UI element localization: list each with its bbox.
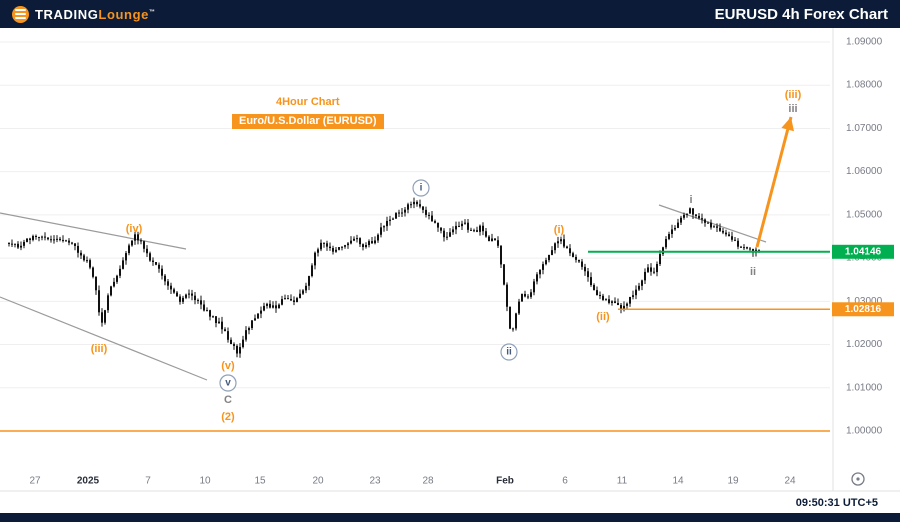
svg-text:1.05000: 1.05000 (846, 209, 883, 220)
svg-text:2025: 2025 (77, 476, 100, 487)
svg-text:6: 6 (562, 476, 568, 487)
svg-text:10: 10 (199, 476, 211, 487)
svg-text:1.01000: 1.01000 (846, 382, 883, 393)
svg-text:iii: iii (788, 103, 797, 115)
svg-text:i: i (689, 194, 692, 206)
elliott-wave-labels: (iii)(iv)(v)vC(2)iii(i)(ii)iii(iii)iii (91, 89, 802, 423)
svg-text:(i): (i) (554, 224, 565, 236)
svg-text:ii: ii (750, 266, 756, 278)
time-axis-labels: 27 2025 7 10 15 20 23 28 Feb 6 11 14 19 24 (29, 476, 796, 487)
svg-text:28: 28 (422, 476, 434, 487)
svg-text:i: i (420, 183, 423, 194)
svg-text:(v): (v) (221, 360, 235, 372)
projection-arrow (755, 116, 794, 248)
svg-text:1.03000: 1.03000 (846, 296, 883, 307)
svg-text:1.00000: 1.00000 (846, 425, 883, 436)
price-label-badge: 1.04146 (832, 244, 894, 259)
bottom-navy-bar (0, 513, 900, 522)
price-levels[interactable]: 1.02816 1.04146 (0, 244, 894, 432)
timeframe-label: 4Hour Chart (276, 96, 340, 108)
brand-lounge-text: Lounge (98, 6, 149, 22)
svg-text:(ii): (ii) (596, 311, 610, 323)
svg-text:1.02000: 1.02000 (846, 339, 883, 350)
svg-text:1.08000: 1.08000 (846, 80, 883, 91)
svg-text:1.09000: 1.09000 (846, 37, 883, 48)
price-label-badge: 1.02816 (832, 302, 894, 317)
svg-text:Feb: Feb (496, 476, 514, 487)
svg-text:(iv): (iv) (126, 223, 143, 235)
page-title: EURUSD 4h Forex Chart (714, 5, 888, 23)
svg-text:(iii): (iii) (785, 89, 802, 101)
svg-text:11: 11 (617, 476, 628, 487)
svg-text:1.04146: 1.04146 (845, 246, 882, 257)
axis-settings-icon[interactable] (851, 472, 865, 486)
svg-text:C: C (224, 394, 232, 406)
price-axis-labels: 1.090001.080001.070001.060001.050001.040… (846, 37, 883, 437)
brand-trading-text: TRADING (35, 6, 99, 22)
svg-text:15: 15 (254, 476, 266, 487)
svg-text:24: 24 (784, 476, 796, 487)
svg-text:27: 27 (29, 476, 41, 487)
trendlines[interactable] (0, 204, 767, 381)
svg-text:ii: ii (506, 347, 512, 358)
tradinglounge-logo-icon (12, 5, 29, 23)
svg-text:23: 23 (369, 476, 381, 487)
svg-text:19: 19 (727, 476, 739, 487)
instrument-badge: Euro/U.S.Dollar (EURUSD) (232, 114, 384, 129)
svg-text:1.02816: 1.02816 (845, 304, 882, 315)
candlesticks (8, 197, 760, 358)
svg-text:14: 14 (672, 476, 684, 487)
axis-frame (0, 28, 900, 492)
clock-status: 09:50:31 UTC+5 (795, 497, 878, 509)
svg-text:(iii): (iii) (91, 343, 108, 355)
brand-logo[interactable]: TRADINGLounge™ (12, 5, 156, 23)
svg-text:v: v (225, 378, 231, 389)
svg-text:(2): (2) (221, 411, 235, 423)
svg-text:20: 20 (312, 476, 324, 487)
top-bar: TRADINGLounge™ EURUSD 4h Forex Chart (0, 0, 900, 28)
svg-text:7: 7 (145, 476, 151, 487)
brand-wordmark: TRADINGLounge™ (35, 7, 156, 22)
svg-text:1.07000: 1.07000 (846, 123, 883, 134)
trademark-symbol: ™ (148, 9, 156, 16)
svg-text:1.06000: 1.06000 (846, 166, 883, 177)
